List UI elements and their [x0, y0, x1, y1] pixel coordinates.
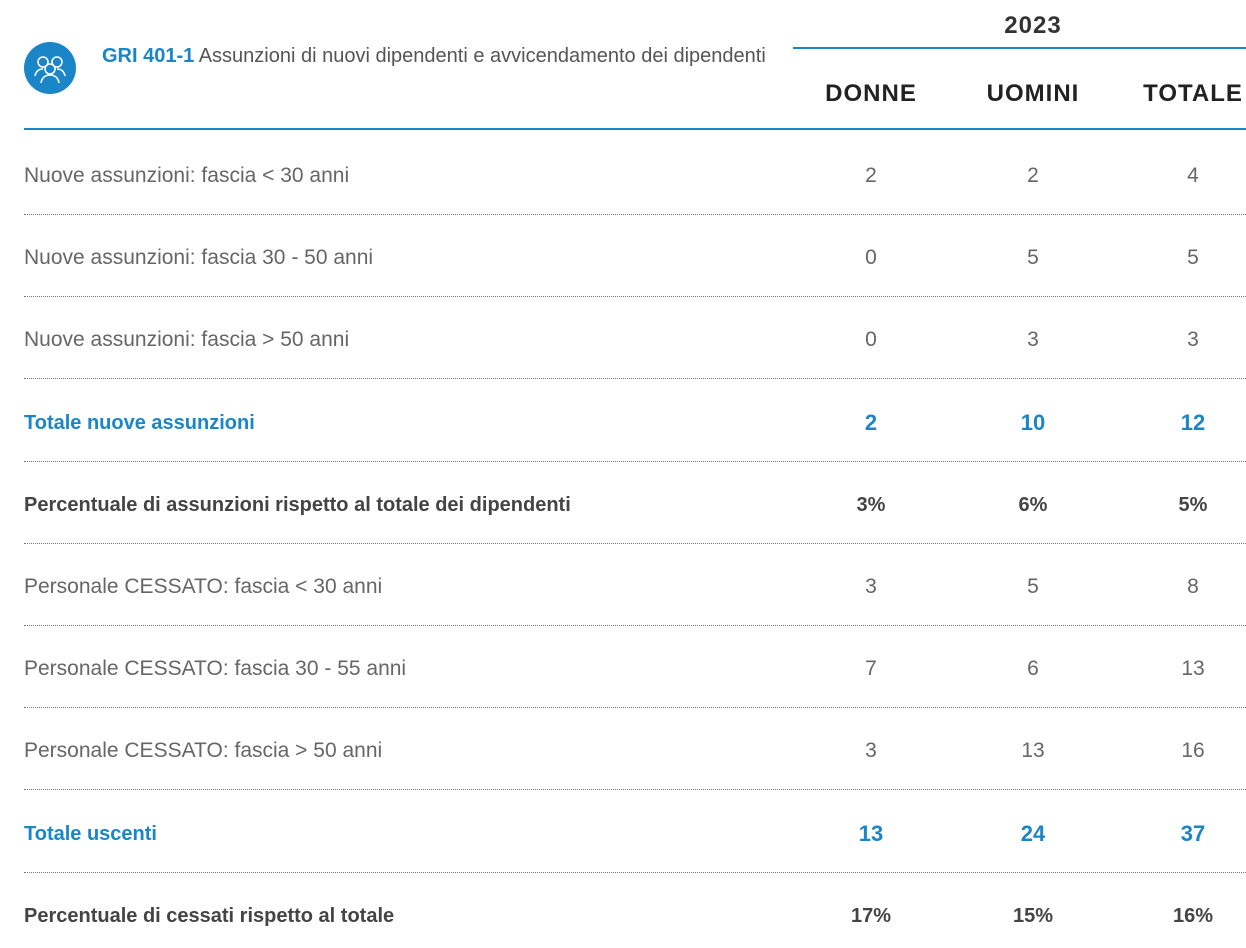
row-separator	[24, 625, 1246, 626]
row-separator	[24, 707, 1246, 709]
table-title: GRI 401-1 Assunzioni di nuovi dipendenti…	[102, 44, 782, 69]
year: 2023	[1004, 12, 1062, 39]
cell-value: 13	[1021, 739, 1045, 763]
row-separator	[24, 378, 1246, 380]
cell-value: 5	[1187, 246, 1199, 270]
cell-value: 6%	[1018, 493, 1048, 516]
row-label: Personale CESSATO: fascia 30 - 55 anni	[24, 657, 407, 681]
row-label: Nuove assunzioni: fascia > 50 anni	[24, 328, 350, 352]
cell-value: 6	[1027, 657, 1039, 681]
cell-value: 37	[1180, 820, 1206, 846]
row-label: Percentuale di cessati rispetto al total…	[24, 904, 395, 927]
cell-value: 5	[1027, 246, 1039, 270]
cell-value: 0	[865, 246, 877, 270]
row-label: Totale uscenti	[24, 822, 157, 845]
cell-value: 3	[865, 575, 877, 598]
column-header: DONNE	[825, 80, 917, 107]
row-separator	[24, 214, 1246, 215]
row-separator	[24, 871, 1246, 873]
cell-value: 16%	[1172, 904, 1214, 927]
cell-value: 0	[865, 328, 877, 352]
row-separator	[24, 542, 1246, 544]
code: GRI 401-1	[102, 45, 195, 67]
row-separator	[24, 789, 1246, 791]
cell-value: 2	[864, 409, 878, 435]
column-header: TOTALE	[1143, 80, 1243, 107]
cell-value: 3	[865, 739, 877, 763]
row-label: Totale nuove assunzioni	[24, 411, 255, 434]
cell-value: 5	[1027, 575, 1039, 598]
cell-value: 2	[1027, 164, 1039, 187]
cell-value: 10	[1020, 409, 1046, 435]
row-label: Personale CESSATO: fascia < 30 anni	[24, 575, 383, 598]
icon	[24, 42, 76, 94]
cell-value: 15%	[1012, 904, 1054, 927]
row-separator	[24, 460, 1246, 462]
row-label: Percentuale di assunzioni rispetto al to…	[24, 493, 571, 516]
row-label: Personale CESSATO: fascia > 50 anni	[24, 739, 383, 763]
cell-value: 5%	[1178, 493, 1208, 516]
column-header: UOMINI	[986, 80, 1080, 107]
header-rule	[24, 128, 1246, 130]
cell-value: 13	[858, 820, 884, 846]
row-label: Nuove assunzioni: fascia < 30 anni	[24, 164, 350, 187]
cell-value: 16	[1181, 739, 1205, 763]
year-rule	[793, 47, 1246, 49]
cell-value: 4	[1187, 164, 1199, 187]
cell-value: 17%	[850, 904, 892, 927]
cell-value: 2	[865, 164, 877, 187]
row-label: Nuove assunzioni: fascia 30 - 50 anni	[24, 246, 374, 270]
cell-value: 3%	[856, 493, 886, 516]
cell-value: 7	[865, 657, 877, 681]
title: Assunzioni di nuovi dipendenti e avvicen…	[198, 45, 766, 67]
cell-value: 3	[1187, 328, 1199, 352]
cell-value: 3	[1027, 328, 1039, 352]
cell-value: 12	[1180, 409, 1206, 435]
cell-value: 24	[1020, 820, 1046, 846]
row-separator	[24, 296, 1246, 298]
cell-value: 13	[1181, 657, 1205, 681]
cell-value: 8	[1187, 575, 1199, 598]
